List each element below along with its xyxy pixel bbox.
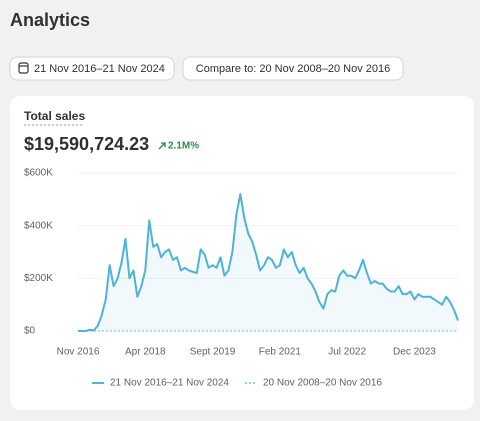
- y-tick-label: $400K: [24, 220, 53, 231]
- page-title: Analytics: [10, 10, 90, 30]
- button-bg[interactable]: [182, 56, 404, 81]
- x-tick-label: Jul 2022: [328, 347, 366, 358]
- up-arrow: [158, 142, 166, 150]
- legend-label: 21 Nov 2016–21 Nov 2024: [110, 378, 229, 389]
- compare-range[interactable]: Compare to: 20 Nov 2008–20 Nov 2016: [196, 63, 390, 75]
- button-bg[interactable]: [9, 56, 175, 81]
- y-tick-label: $0: [24, 326, 36, 337]
- total-value: $19,590,724.23: [24, 134, 149, 154]
- y-tick-label: $600K: [24, 168, 53, 179]
- compare-button[interactable]: Compare to: 20 Nov 2008–20 Nov 2016: [182, 56, 404, 81]
- card-title[interactable]: Total sales: [24, 109, 85, 123]
- y-tick-label: $200K: [24, 273, 53, 284]
- change-value: 2.1M%: [168, 141, 199, 152]
- x-tick-label: Nov 2016: [57, 347, 100, 358]
- date-range[interactable]: 21 Nov 2016–21 Nov 2024: [34, 63, 165, 75]
- calendar-icon: [18, 62, 29, 74]
- area: [78, 194, 458, 331]
- x-tick-label: Apr 2018: [125, 347, 166, 358]
- x-tick-label: Feb 2021: [259, 347, 302, 358]
- legend-label: 20 Nov 2008–20 Nov 2016: [263, 378, 382, 389]
- series-line: [78, 193, 459, 332]
- x-tick-label: Dec 2023: [393, 347, 436, 358]
- date-button[interactable]: 21 Nov 2016–21 Nov 2024: [9, 56, 175, 81]
- x-tick-label: Sept 2019: [190, 347, 236, 358]
- chart: $0 $200K $400K $600K Nov 2016 Apr 2018 Sept 20…: [24, 168, 459, 389]
